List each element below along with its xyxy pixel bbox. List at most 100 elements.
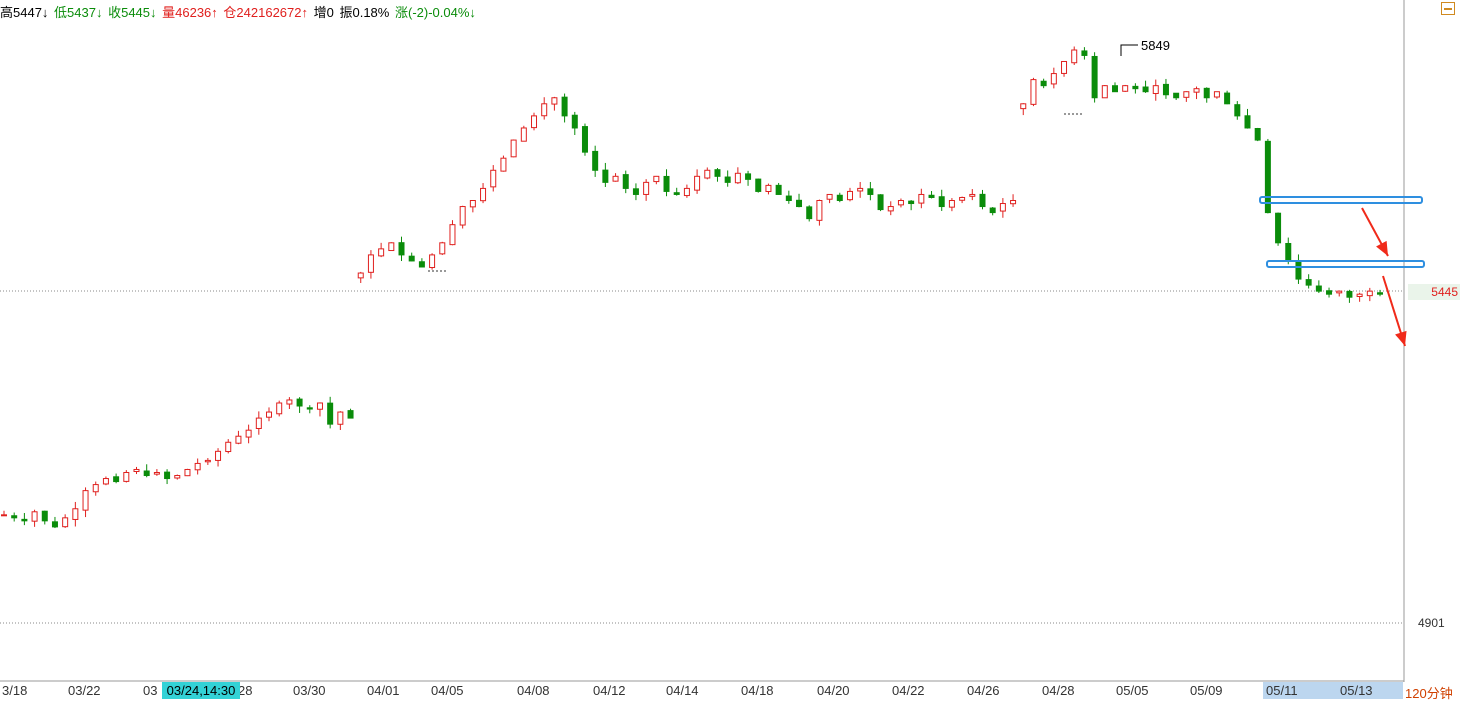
arrow-2-head — [1395, 330, 1407, 346]
candle-body — [255, 417, 262, 429]
candle-body — [1305, 279, 1312, 286]
candle-body — [541, 103, 548, 117]
low-value: 低5437↓ — [54, 5, 103, 20]
candle-body — [877, 194, 884, 211]
candle-body — [133, 468, 140, 473]
candle-body — [31, 511, 38, 522]
candle-body — [775, 184, 782, 195]
x-tick-label: 04/01 — [367, 683, 400, 698]
candle-body — [1285, 242, 1292, 262]
candle-body — [276, 402, 283, 415]
candle-body — [1040, 80, 1047, 87]
candle-body — [1071, 49, 1078, 64]
horizontal-box-1 — [1259, 196, 1423, 204]
candle-body — [469, 200, 476, 208]
candle-body — [796, 199, 803, 208]
candle-body — [551, 97, 558, 105]
candle-body — [765, 184, 772, 192]
candle-body — [724, 176, 731, 183]
x-tick-label: 04/28 — [1042, 683, 1075, 698]
period-selector[interactable]: 120分钟 — [1405, 686, 1453, 701]
candle-body — [918, 193, 925, 204]
candle-body — [745, 173, 752, 180]
x-tick-label: 03/30 — [293, 683, 326, 698]
candle-body — [1162, 83, 1169, 96]
candle-body — [357, 272, 364, 279]
candle-body — [490, 169, 497, 188]
candle-body — [1336, 290, 1343, 294]
candle-body — [1356, 293, 1363, 298]
peak-pointer — [1120, 44, 1138, 56]
candle-body — [857, 187, 864, 192]
quote-info-bar: 高5447↓ 低5437↓ 收5445↓ 量46236↑ 仓242162672↑… — [0, 2, 478, 20]
candle-body — [969, 193, 976, 197]
x-tick-label: 04/05 — [431, 683, 464, 698]
candle-body — [194, 462, 201, 471]
candle-body — [184, 468, 191, 477]
candle-body — [785, 195, 792, 202]
candle-body — [1132, 85, 1139, 90]
candle-body — [296, 398, 303, 407]
candle-body — [459, 206, 466, 226]
x-tick-label: 04/20 — [817, 683, 850, 698]
candle-body — [215, 450, 222, 461]
candle-body — [1173, 92, 1180, 99]
increase-value: 增0 — [313, 5, 334, 20]
candle-body — [755, 178, 762, 192]
candle-body — [1122, 85, 1129, 92]
candle-body — [632, 188, 639, 195]
amplitude-value: 振0.18% — [339, 5, 390, 20]
peak-price-label: 5849 — [1141, 38, 1170, 53]
date-axis: 3/18 03/22 03 28 03/30 04/01 04/05 04/08 04/12 04… — [0, 682, 1404, 699]
x-tick-label: 04/08 — [517, 683, 550, 698]
candle-body — [887, 206, 894, 212]
collapse-icon[interactable] — [1441, 2, 1455, 15]
candle-body — [531, 115, 538, 129]
candle-body — [449, 224, 456, 246]
change-value: 涨(-2)-0.04%↓ — [394, 5, 476, 20]
candle-body — [1030, 79, 1037, 105]
candle-body — [959, 196, 966, 201]
candle-body — [846, 190, 853, 201]
candle-body — [62, 517, 69, 528]
candle-body — [72, 508, 79, 520]
x-tick-label: 04/26 — [967, 683, 1000, 698]
candle-body — [1091, 55, 1098, 99]
candle-body — [388, 242, 395, 252]
candle-body — [1377, 292, 1383, 295]
candle-body — [1, 514, 7, 517]
candle-body — [1203, 87, 1210, 99]
candle-body — [1183, 91, 1190, 98]
candle-body — [51, 521, 58, 528]
candle-body — [643, 181, 650, 195]
cursor-time-label: 03/24,14:30 — [162, 682, 240, 699]
candle-body — [1101, 85, 1108, 99]
candle-body — [622, 174, 629, 189]
candle-body — [1152, 85, 1159, 95]
arrow-1-head — [1376, 240, 1388, 256]
x-tick-label: 05/05 — [1116, 683, 1149, 698]
close-value: 收5445↓ — [108, 5, 157, 20]
candle-body — [316, 402, 323, 410]
candle-body — [1295, 260, 1302, 280]
x-tick-label: 04/14 — [666, 683, 699, 698]
candle-body — [102, 478, 109, 485]
candle-body — [1061, 60, 1068, 74]
candle-body — [1081, 50, 1088, 56]
candle-body — [1346, 290, 1353, 298]
candle-body — [408, 255, 415, 262]
candle-body — [867, 188, 874, 195]
candle-body — [225, 441, 232, 453]
x-tick-label: 04/12 — [593, 683, 626, 698]
candle-body — [1366, 290, 1373, 297]
x-tick-label: 04/22 — [892, 683, 925, 698]
candle-body — [1275, 212, 1282, 244]
candle-body — [306, 407, 313, 410]
candlestick-chart — [0, 0, 1425, 682]
candle-body — [1254, 128, 1261, 141]
candle-body — [1315, 285, 1322, 292]
x-tick-label: 28 — [238, 683, 253, 698]
x-tick-label: 3/18 — [2, 683, 28, 698]
candle-body — [153, 471, 160, 475]
candle-body — [612, 175, 619, 182]
